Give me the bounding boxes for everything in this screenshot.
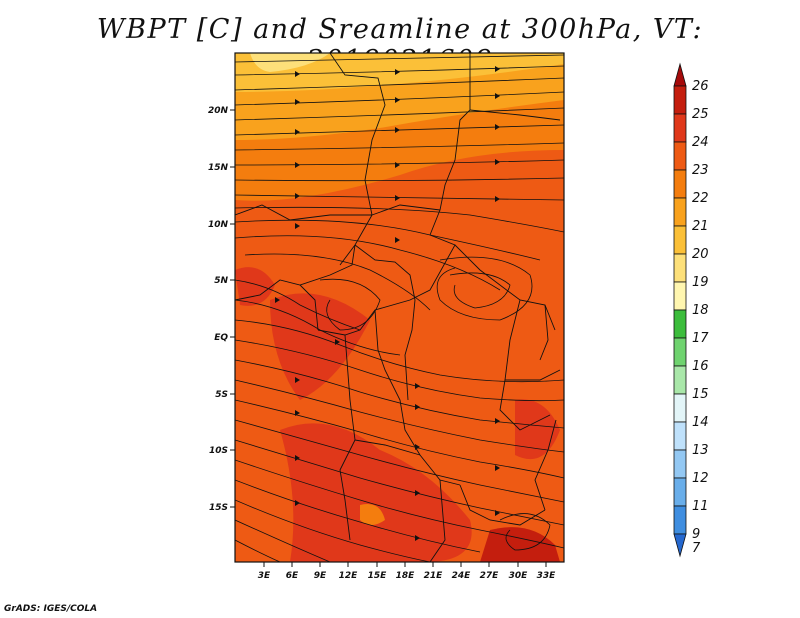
lat-label: 10N bbox=[208, 220, 229, 230]
colorbar-swatch bbox=[673, 365, 687, 395]
streamlines bbox=[235, 54, 564, 562]
colorbar-label: 17 bbox=[692, 331, 709, 346]
longitude-labels: 3E 6E 9E 12E 15E 18E 21E 24E 27E 30E 33E bbox=[258, 571, 556, 581]
lat-label: 20N bbox=[208, 106, 229, 116]
lon-label: 18E bbox=[396, 571, 416, 581]
colorbar-swatch bbox=[673, 253, 687, 283]
colorbar-swatch bbox=[673, 421, 687, 451]
lat-label: 15S bbox=[209, 503, 228, 513]
colorbar-swatch bbox=[673, 85, 687, 115]
colorbar-swatch bbox=[673, 505, 687, 535]
colorbar-label: 13 bbox=[692, 443, 709, 458]
colorbar-label: 26 bbox=[692, 79, 709, 94]
colorbar-swatch bbox=[673, 309, 687, 339]
colorbar-swatch bbox=[673, 393, 687, 423]
lon-label: 21E bbox=[424, 571, 444, 581]
lon-label: 9E bbox=[314, 571, 327, 581]
colorbar-label: 23 bbox=[692, 163, 709, 178]
axis-ticks bbox=[230, 109, 547, 567]
colorbar-label: 21 bbox=[692, 219, 709, 234]
colorbar-label: 16 bbox=[692, 359, 709, 374]
lon-label: 24E bbox=[452, 571, 472, 581]
wbpt-shading bbox=[235, 53, 564, 562]
colorbar-label: 14 bbox=[692, 415, 709, 430]
colorbar-swatch bbox=[673, 477, 687, 507]
streamline-arrows bbox=[275, 66, 500, 541]
colorbar-label: 24 bbox=[692, 135, 709, 150]
grads-credit: GrADS: IGES/COLA bbox=[4, 604, 98, 614]
colorbar-swatch bbox=[673, 141, 687, 171]
colorbar: 26 25 24 23 22 21 20 19 18 17 16 15 14 13 12 11 97 bbox=[673, 62, 709, 558]
lon-label: 27E bbox=[480, 571, 500, 581]
colorbar-label: 20 bbox=[692, 247, 709, 262]
map-frame bbox=[234, 52, 565, 563]
lat-label: 10S bbox=[209, 446, 228, 456]
colorbar-label: 18 bbox=[692, 303, 709, 318]
colorbar-swatch bbox=[673, 449, 687, 479]
lon-label: 33E bbox=[537, 571, 557, 581]
colorbar-label: 22 bbox=[692, 191, 709, 206]
colorbar-label: 12 bbox=[692, 471, 709, 486]
colorbar-cap-top bbox=[673, 62, 687, 87]
colorbar-swatch bbox=[673, 169, 687, 199]
lat-label: 15N bbox=[208, 163, 229, 173]
lat-label: EQ bbox=[214, 333, 228, 343]
colorbar-cap-bottom bbox=[673, 533, 687, 558]
country-borders bbox=[235, 53, 561, 562]
lon-label: 30E bbox=[509, 571, 529, 581]
colorbar-swatch bbox=[673, 281, 687, 311]
colorbar-swatch bbox=[673, 337, 687, 367]
colorbar-swatch bbox=[673, 197, 687, 227]
lat-label: 5N bbox=[214, 276, 228, 286]
latitude-labels: 20N 15N 10N 5N EQ 5S 10S 15S bbox=[208, 106, 229, 513]
colorbar-label: 15 bbox=[692, 387, 709, 402]
lon-label: 3E bbox=[258, 571, 271, 581]
lon-label: 6E bbox=[286, 571, 299, 581]
lon-label: 12E bbox=[339, 571, 359, 581]
colorbar-label: 11 bbox=[692, 499, 709, 514]
lon-label: 15E bbox=[368, 571, 388, 581]
lat-label: 5S bbox=[215, 390, 228, 400]
colorbar-swatch bbox=[673, 113, 687, 143]
colorbar-label: 25 bbox=[692, 107, 709, 122]
colorbar-label: 9 bbox=[692, 527, 700, 542]
colorbar-label: 19 bbox=[692, 275, 709, 290]
colorbar-swatch bbox=[673, 225, 687, 255]
colorbar-label: 7 bbox=[692, 541, 701, 556]
